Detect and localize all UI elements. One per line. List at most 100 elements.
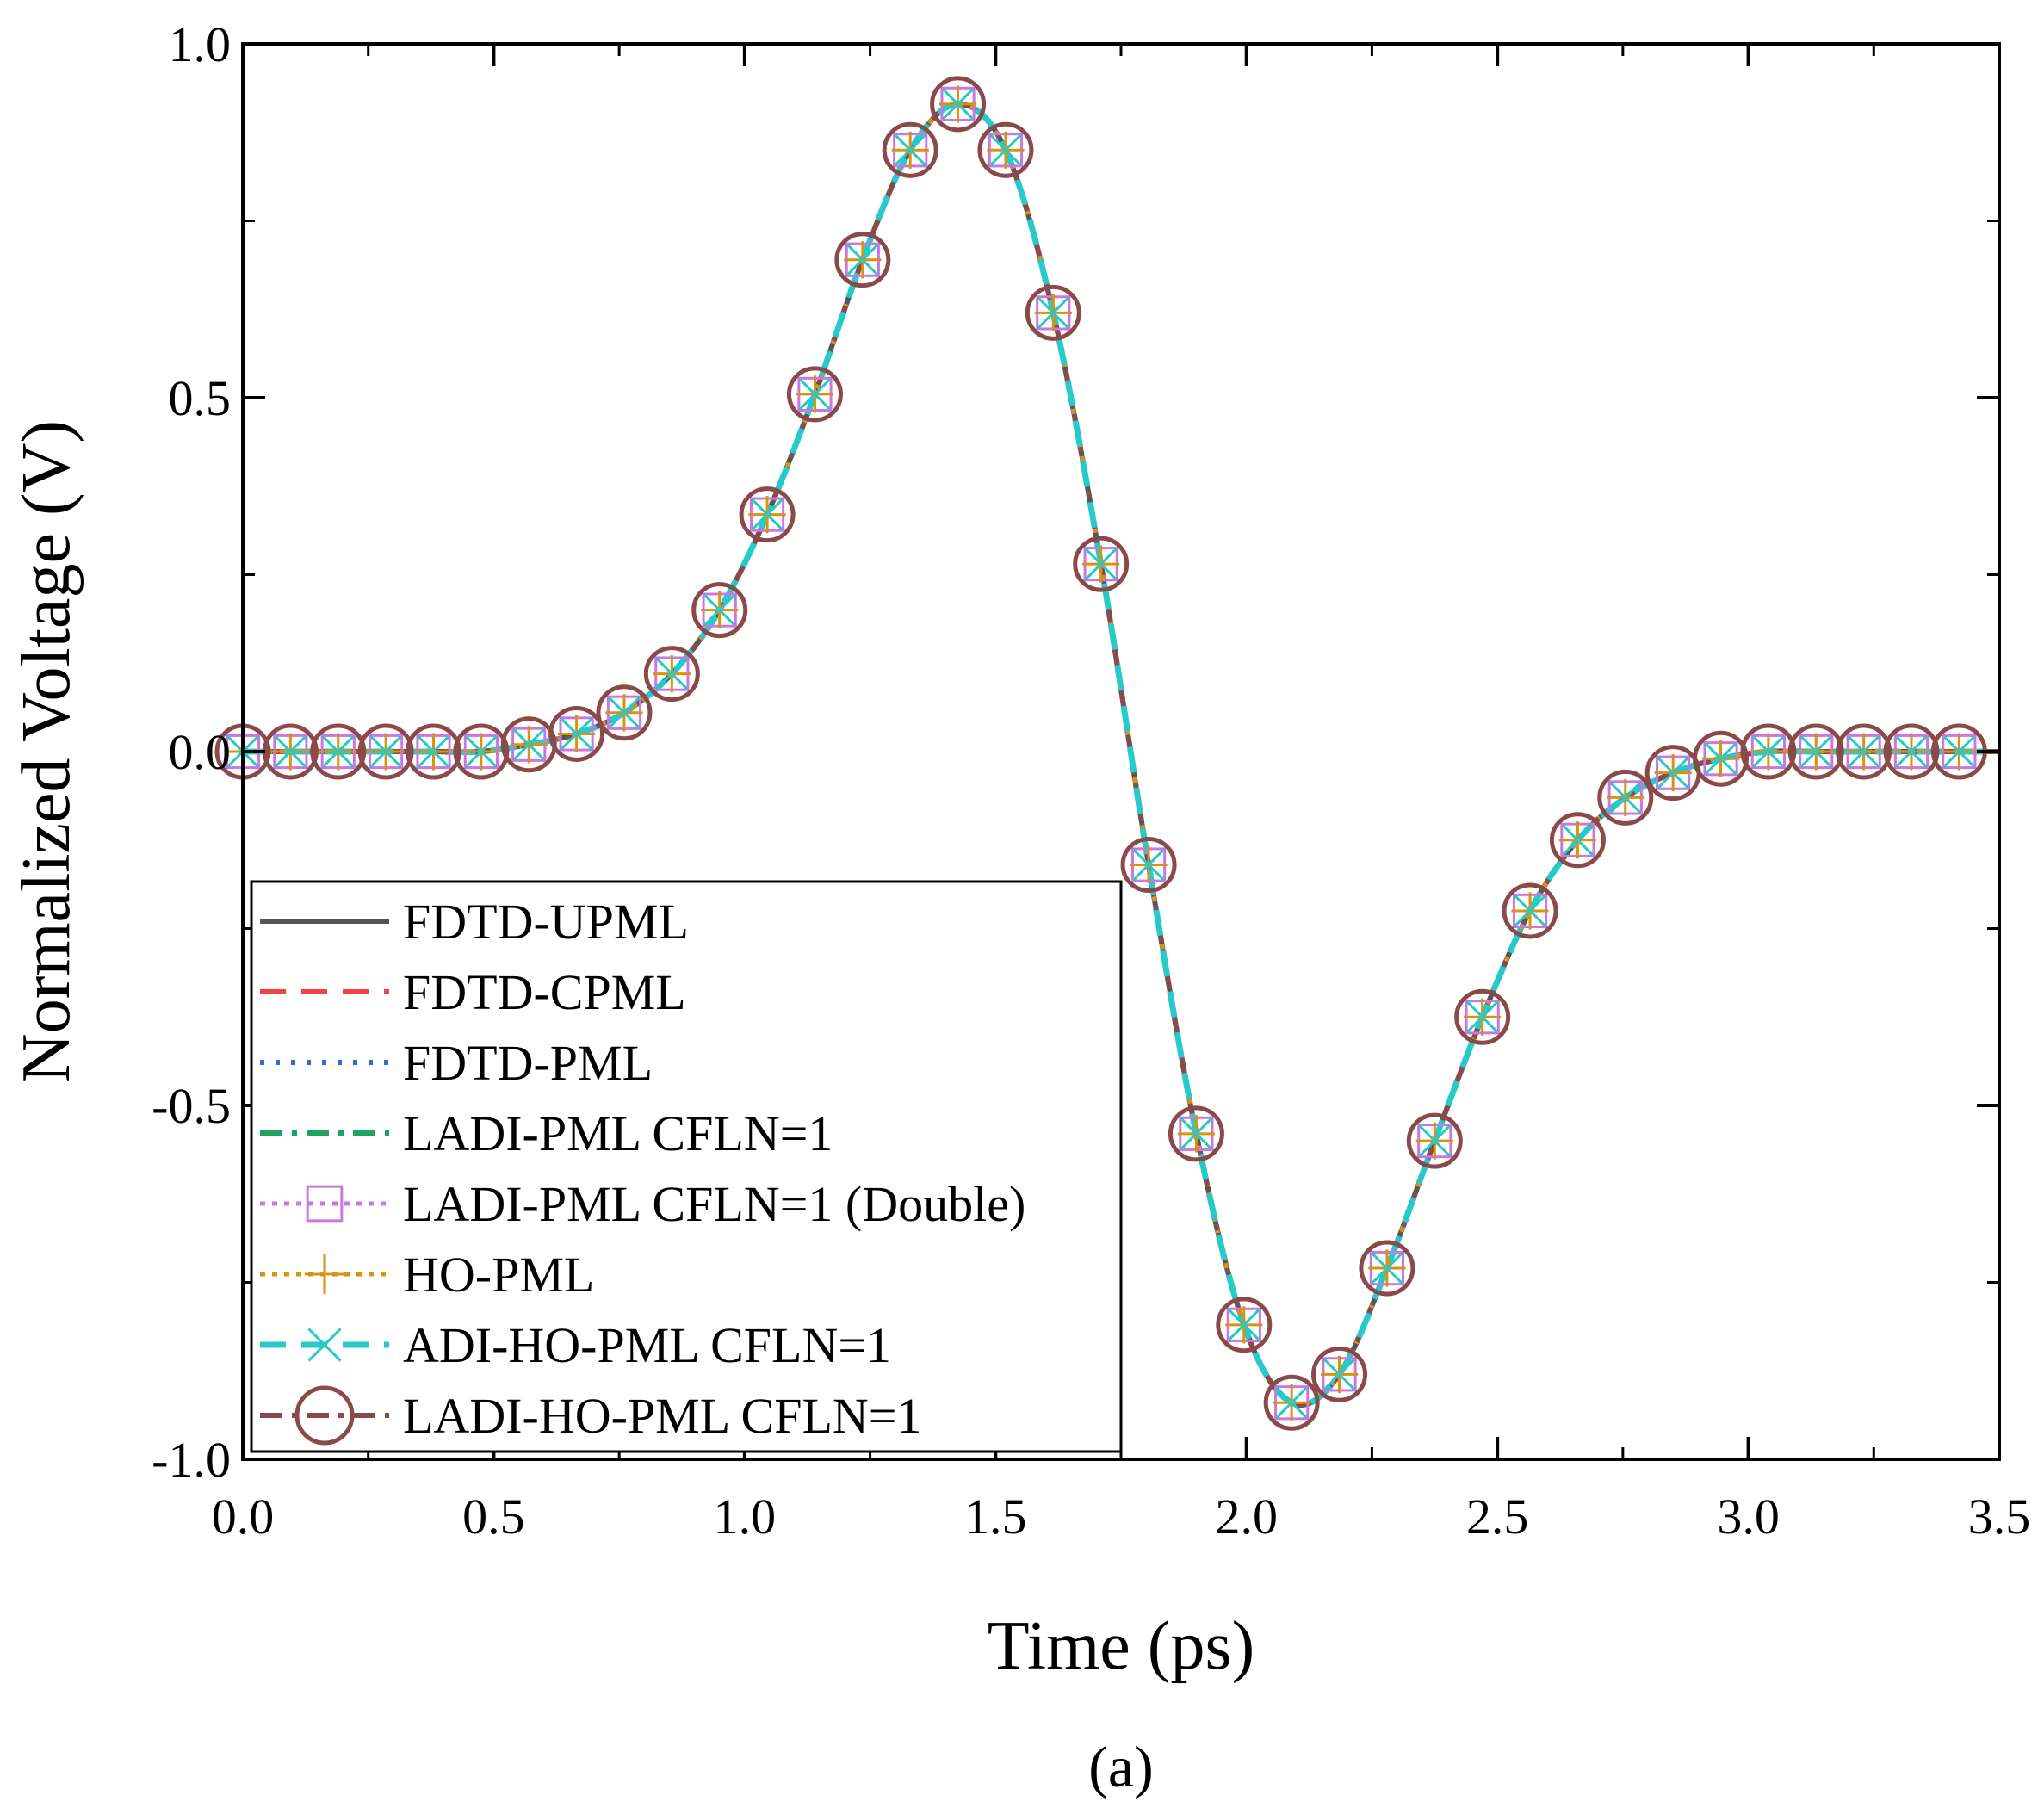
marker-7-1 [274, 735, 307, 768]
marker-7-3 [369, 735, 402, 768]
y-tick-label-3: 0.5 [169, 370, 232, 426]
marker-8-26 [1454, 988, 1511, 1045]
marker-8-7-shape [548, 705, 605, 762]
marker-7-23 [1323, 1358, 1356, 1390]
marker-7-35-d2 [1895, 735, 1928, 768]
marker-8-33-shape [1787, 723, 1844, 780]
marker-7-11-d2 [751, 498, 784, 531]
marker-8-2-shape [310, 723, 367, 780]
marker-8-13-shape [834, 232, 891, 288]
legend-item-5: LADI-PML CFLN=1 (Double) [260, 1176, 1025, 1232]
y-tick-label-0: -1.0 [152, 1432, 231, 1488]
marker-8-35 [1883, 723, 1940, 780]
marker-8-15-shape [930, 76, 987, 133]
marker-8-15 [930, 76, 987, 133]
legend-marker-5-shape [306, 1185, 344, 1223]
marker-7-24-d2 [1371, 1252, 1403, 1285]
marker-8-32-shape [1740, 723, 1797, 780]
marker-7-15 [942, 88, 975, 121]
marker-7-13-d2 [846, 244, 879, 276]
legend-label-5: LADI-PML CFLN=1 (Double) [403, 1176, 1025, 1232]
legend-label-3: FDTD-PML [403, 1035, 653, 1091]
legend-label-8: LADI-HO-PML CFLN=1 [403, 1388, 922, 1444]
marker-7-26-d2 [1466, 1000, 1499, 1033]
marker-8-18-shape [1073, 536, 1130, 592]
marker-8-19 [1120, 837, 1177, 894]
marker-7-2 [322, 735, 355, 768]
marker-7-11 [751, 498, 784, 531]
marker-7-32-d2 [1752, 735, 1785, 768]
legend-marker-6 [304, 1254, 345, 1295]
marker-7-7-d2 [561, 717, 593, 750]
legend-item-2: FDTD-CPML [260, 964, 686, 1020]
marker-7-16 [989, 133, 1022, 166]
marker-7-8 [608, 697, 641, 729]
marker-7-17-d2 [1037, 296, 1069, 329]
marker-8-14-shape [882, 121, 938, 178]
marker-8-29 [1597, 769, 1654, 826]
marker-8-9 [643, 646, 700, 703]
marker-7-20 [1180, 1117, 1212, 1150]
marker-7-4 [418, 735, 449, 768]
marker-7-21 [1228, 1309, 1260, 1341]
marker-8-14 [882, 121, 938, 178]
legend-item-8: LADI-HO-PML CFLN=1 [260, 1385, 922, 1446]
x-tick-label-1: 0.5 [462, 1489, 525, 1545]
marker-7-10 [703, 594, 736, 627]
marker-7-10-d2 [703, 594, 736, 627]
legend-marker-7 [307, 1328, 342, 1362]
marker-7-28 [1561, 824, 1594, 857]
marker-7-26 [1466, 1000, 1499, 1033]
x-tick-label-4: 2.0 [1215, 1489, 1278, 1545]
legend-item-7: ADI-HO-PML CFLN=1 [260, 1317, 891, 1373]
marker-8-25 [1406, 1112, 1463, 1169]
marker-7-29 [1609, 781, 1642, 814]
marker-8-31-shape [1693, 730, 1750, 787]
legend-box [250, 880, 1123, 1453]
marker-8-3-shape [357, 723, 414, 780]
marker-7-25 [1418, 1124, 1451, 1157]
marker-8-25-shape [1406, 1112, 1463, 1169]
marker-7-8-d2 [608, 697, 641, 729]
x-tick-label-5: 2.5 [1466, 1489, 1529, 1545]
marker-8-34-shape [1836, 723, 1892, 780]
marker-8-23-shape [1311, 1346, 1368, 1402]
marker-7-18-d2 [1085, 548, 1118, 580]
marker-7-9-d2 [655, 658, 688, 690]
marker-7-16-d2 [989, 133, 1022, 166]
marker-8-12 [786, 366, 843, 423]
marker-8-16 [977, 121, 1034, 178]
x-tick-label-2: 1.0 [714, 1489, 777, 1545]
marker-7-6 [512, 728, 545, 761]
marker-8-29-shape [1597, 769, 1654, 826]
marker-8-11-shape [739, 486, 796, 543]
marker-8-11 [739, 486, 796, 543]
marker-8-18 [1073, 536, 1130, 592]
marker-8-20-shape [1168, 1105, 1224, 1162]
marker-7-22 [1275, 1386, 1308, 1419]
marker-7-13 [846, 244, 879, 276]
marker-8-28 [1549, 812, 1606, 869]
legend-label-1: FDTD-UPML [403, 894, 689, 950]
legend-marker-7-d2 [307, 1328, 342, 1362]
marker-8-28-shape [1549, 812, 1606, 869]
marker-8-34 [1836, 723, 1892, 780]
marker-7-25-d2 [1418, 1124, 1451, 1157]
legend-item-1: FDTD-UPML [260, 894, 689, 950]
series-markers [214, 76, 1987, 1431]
marker-8-19-shape [1120, 837, 1177, 894]
marker-7-7 [561, 717, 593, 750]
x-tick-label-7: 3.5 [1968, 1489, 2031, 1545]
y-tick-label-2: 0.0 [169, 724, 232, 780]
marker-8-10-shape [691, 582, 748, 639]
marker-8-17 [1025, 284, 1081, 341]
legend-label-2: FDTD-CPML [403, 964, 686, 1020]
legend-marker-5 [306, 1185, 344, 1223]
marker-7-32 [1752, 735, 1785, 768]
legend: FDTD-UPML FDTD-CPML FDTD-PML LADI-PML CFLN=… [250, 880, 1123, 1453]
legend-item-6: HO-PML [260, 1247, 594, 1303]
marker-8-5 [453, 723, 510, 780]
marker-8-24-shape [1359, 1240, 1415, 1297]
marker-7-34 [1848, 735, 1880, 768]
marker-8-26-shape [1454, 988, 1511, 1045]
